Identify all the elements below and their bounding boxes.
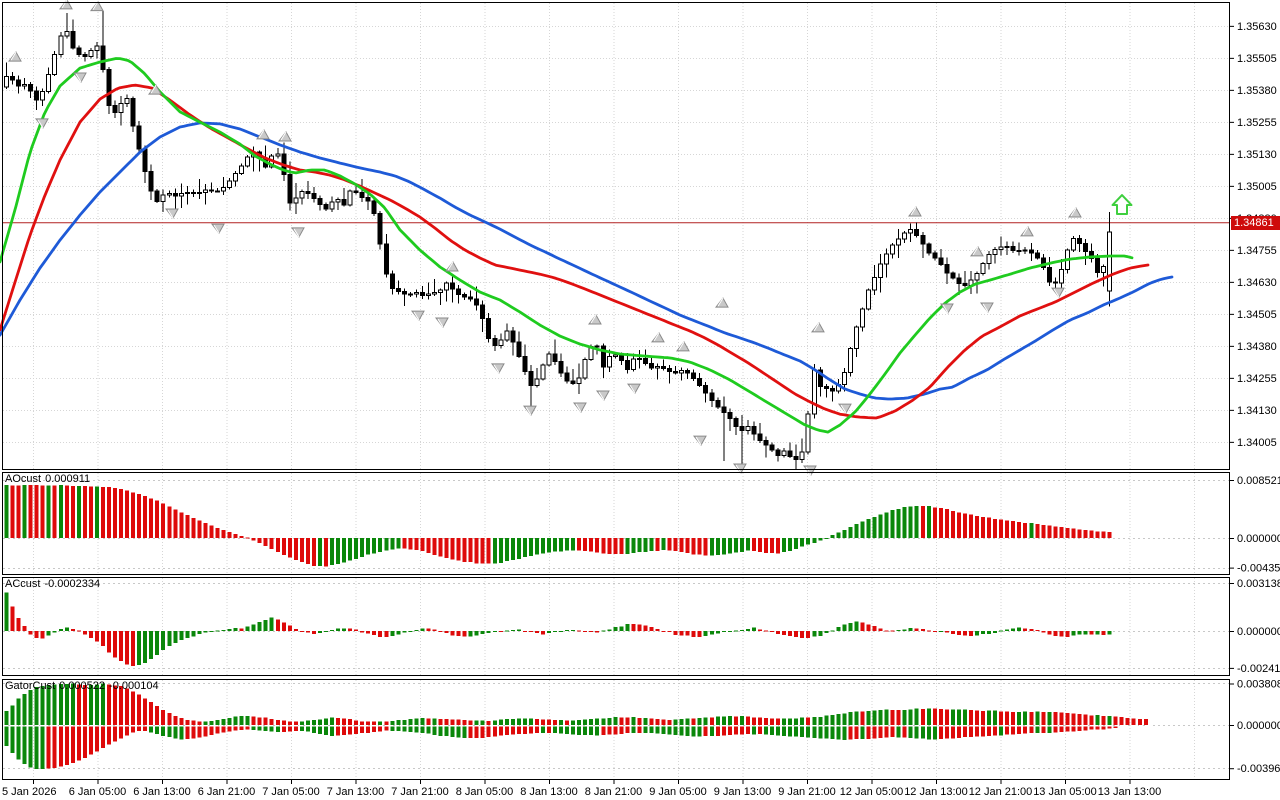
svg-text:12 Jan 21:00: 12 Jan 21:00	[969, 786, 1033, 798]
svg-text:12 Jan 05:00: 12 Jan 05:00	[840, 786, 904, 798]
svg-text:1.34630: 1.34630	[1237, 277, 1277, 289]
svg-text:1.35130: 1.35130	[1237, 149, 1277, 161]
svg-text:0.008521: 0.008521	[1237, 475, 1280, 487]
svg-text:13 Jan 13:00: 13 Jan 13:00	[1098, 786, 1162, 798]
svg-text:1.34380: 1.34380	[1237, 341, 1277, 353]
svg-text:0.000000: 0.000000	[1237, 533, 1280, 545]
svg-text:13 Jan 05:00: 13 Jan 05:00	[1033, 786, 1097, 798]
ao-indicator-value: 0.000911	[45, 473, 91, 485]
svg-text:0.003808: 0.003808	[1237, 678, 1280, 690]
svg-text:6 Jan 21:00: 6 Jan 21:00	[198, 786, 256, 798]
svg-text:8 Jan 05:00: 8 Jan 05:00	[456, 786, 514, 798]
svg-text:1.35505: 1.35505	[1237, 53, 1277, 65]
svg-text:0.0031382: 0.0031382	[1237, 578, 1280, 590]
svg-text:7 Jan 21:00: 7 Jan 21:00	[391, 786, 449, 798]
svg-text:7 Jan 05:00: 7 Jan 05:00	[262, 786, 320, 798]
panel-borders	[2, 2, 1230, 780]
ao-indicator-label: AOcust 0.000911	[5, 473, 94, 485]
svg-text:8 Jan 13:00: 8 Jan 13:00	[520, 786, 578, 798]
svg-text:9 Jan 05:00: 9 Jan 05:00	[649, 786, 707, 798]
time-axis[interactable]: 5 Jan 2026 6 Jan 05:00 6 Jan 13:00 6 Jan 21…	[2, 780, 1161, 798]
svg-text:12 Jan 13:00: 12 Jan 13:00	[904, 786, 968, 798]
svg-text:1.35255: 1.35255	[1237, 117, 1277, 129]
svg-text:1.34255: 1.34255	[1237, 373, 1277, 385]
gator-indicator-name: GatorCust	[5, 680, 56, 692]
svg-text:5 Jan 2026: 5 Jan 2026	[2, 786, 56, 798]
gator-indicator-label: GatorCust 0.000522 -0.000104	[5, 680, 163, 692]
gator-histogram	[3, 683, 1150, 770]
svg-text:6 Jan 13:00: 6 Jan 13:00	[133, 786, 191, 798]
ac-indicator-value: -0.0002334	[44, 578, 101, 590]
svg-text:6 Jan 05:00: 6 Jan 05:00	[69, 786, 127, 798]
current-price-tag: 1.34861	[1231, 216, 1280, 230]
svg-text:1.34005: 1.34005	[1237, 437, 1277, 449]
svg-text:-0.0024114: -0.0024114	[1237, 663, 1280, 675]
ao-indicator-name: AOcust	[5, 473, 42, 485]
gator-lower-value: -0.000104	[109, 680, 159, 692]
ao-histogram	[4, 484, 1112, 567]
svg-text:0.000000: 0.000000	[1237, 720, 1280, 732]
svg-text:1.35005: 1.35005	[1237, 181, 1277, 193]
svg-text:9 Jan 21:00: 9 Jan 21:00	[778, 786, 836, 798]
svg-text:1.34505: 1.34505	[1237, 309, 1277, 321]
buy-signal-arrow-icon	[1111, 194, 1133, 216]
alligator-teeth-line	[0, 83, 1150, 420]
svg-text:1.34755: 1.34755	[1237, 245, 1277, 257]
svg-text:7 Jan 13:00: 7 Jan 13:00	[327, 786, 385, 798]
svg-text:9 Jan 13:00: 9 Jan 13:00	[714, 786, 772, 798]
fractal-markers	[7, 0, 1082, 476]
alligator-jaw-line	[0, 121, 1174, 401]
svg-text:1.35630: 1.35630	[1237, 21, 1277, 33]
svg-text:0.0000000: 0.0000000	[1237, 626, 1280, 638]
ac-indicator-label: ACcust -0.0002334	[5, 578, 104, 590]
ac-indicator-name: ACcust	[5, 578, 41, 590]
price-axis[interactable]: 1.35630 1.35505 1.35380 1.35255 1.35130 1.350…	[1230, 21, 1280, 775]
gator-upper-value: 0.000522	[59, 680, 106, 692]
svg-text:1.35380: 1.35380	[1237, 85, 1277, 97]
svg-text:1.34130: 1.34130	[1237, 405, 1277, 417]
ac-histogram	[4, 592, 1112, 666]
panel-backgrounds	[2, 2, 1230, 780]
svg-text:8 Jan 21:00: 8 Jan 21:00	[585, 786, 643, 798]
